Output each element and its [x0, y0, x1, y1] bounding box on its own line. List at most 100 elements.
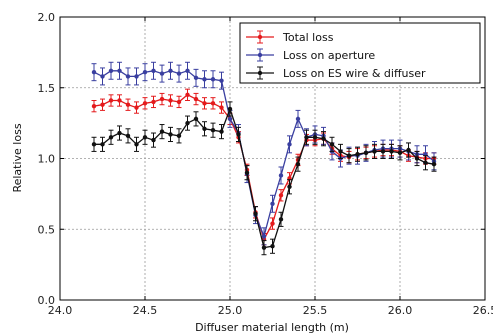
legend-label: Total loss [282, 31, 334, 44]
data-point [210, 101, 216, 106]
data-point [100, 102, 105, 107]
data-point [142, 101, 148, 106]
x-tick-label: 26.5 [473, 304, 493, 317]
data-point [108, 98, 114, 103]
data-point [142, 135, 148, 140]
data-point [100, 74, 105, 79]
data-point [244, 170, 250, 175]
data-point [278, 173, 284, 178]
data-point [151, 137, 156, 143]
legend-marker [257, 70, 263, 76]
data-point [304, 135, 309, 140]
data-point [125, 74, 131, 79]
data-point [151, 68, 156, 73]
data-point [312, 135, 318, 140]
data-point [193, 116, 199, 122]
data-point [261, 245, 267, 250]
tick-labels: 24.0 24.5 25.0 25.5 26.0 26.5 0.0 0.5 1.0 1.5 2.0 [38, 11, 493, 317]
data-point [176, 71, 182, 76]
data-point [134, 142, 139, 147]
data-point [253, 211, 258, 216]
legend-entry: Loss on ES wire & diffuser [246, 66, 426, 80]
data-point [270, 244, 275, 249]
data-point [202, 77, 207, 82]
data-point [338, 149, 343, 154]
x-tick-label: 24.5 [133, 304, 158, 317]
data-point [117, 68, 122, 73]
legend-marker [257, 52, 263, 58]
data-point [142, 69, 148, 75]
data-point [159, 129, 165, 134]
data-point [287, 142, 292, 147]
data-point [236, 132, 241, 137]
data-point [176, 99, 182, 105]
x-tick-label: 25.0 [218, 304, 243, 317]
data-point [321, 136, 326, 141]
data-point [355, 152, 360, 157]
ticks [59, 16, 486, 301]
data-point [219, 129, 224, 134]
data-point [185, 120, 190, 126]
data-point [168, 68, 173, 73]
data-point [117, 130, 122, 136]
data-point [125, 133, 131, 139]
y-tick-label: 0.5 [38, 223, 56, 236]
x-tick-label: 26.0 [388, 304, 413, 317]
data-point [168, 98, 173, 103]
data-point [168, 132, 173, 137]
x-tick-label: 25.5 [303, 304, 328, 317]
data-point [227, 116, 233, 122]
data-point [363, 150, 369, 156]
y-tick-label: 1.0 [38, 153, 56, 166]
data-point [227, 106, 233, 112]
data-point [134, 105, 139, 110]
x-axis-label: Diffuser material length (m) [195, 321, 349, 334]
data-point [270, 201, 275, 206]
x-tick-label: 24.0 [48, 304, 73, 317]
legend-entry: Total loss [246, 30, 334, 44]
data-point [346, 153, 352, 158]
data-point [125, 102, 131, 107]
data-point [295, 161, 301, 167]
data-point [210, 128, 216, 133]
data-point [91, 103, 97, 109]
legend-marker [257, 34, 263, 40]
data-point [185, 92, 190, 98]
legend-box [239, 22, 481, 84]
data-point [193, 96, 199, 102]
y-axis-label: Relative loss [11, 123, 24, 192]
data-point [261, 234, 267, 239]
data-point [134, 74, 139, 79]
data-point [329, 142, 335, 147]
legend-label: Loss on aperture [283, 49, 375, 62]
data-point [406, 147, 411, 153]
data-point [295, 116, 301, 122]
data-point [185, 68, 190, 73]
data-point [176, 133, 182, 139]
data-point [372, 149, 377, 154]
data-point [210, 77, 216, 82]
data-point [202, 101, 207, 106]
data-point [91, 69, 97, 75]
data-point [219, 78, 224, 83]
data-point [270, 221, 275, 226]
series-layer [91, 61, 437, 256]
data-point [389, 149, 394, 154]
data-point [108, 68, 114, 73]
y-tick-label: 1.5 [38, 82, 56, 95]
data-point [100, 142, 105, 147]
data-point [380, 149, 386, 154]
data-point [91, 142, 97, 147]
data-point [414, 156, 420, 161]
data-point [278, 217, 284, 222]
series-3 [91, 101, 437, 256]
y-tick-label: 2.0 [38, 11, 56, 24]
data-point [151, 99, 156, 105]
data-point [431, 161, 437, 167]
legend: Total loss Loss on aperture Loss on ES wir… [239, 22, 481, 84]
data-point [108, 135, 114, 140]
data-point [219, 105, 224, 110]
data-point [278, 193, 284, 198]
data-point [159, 71, 165, 76]
